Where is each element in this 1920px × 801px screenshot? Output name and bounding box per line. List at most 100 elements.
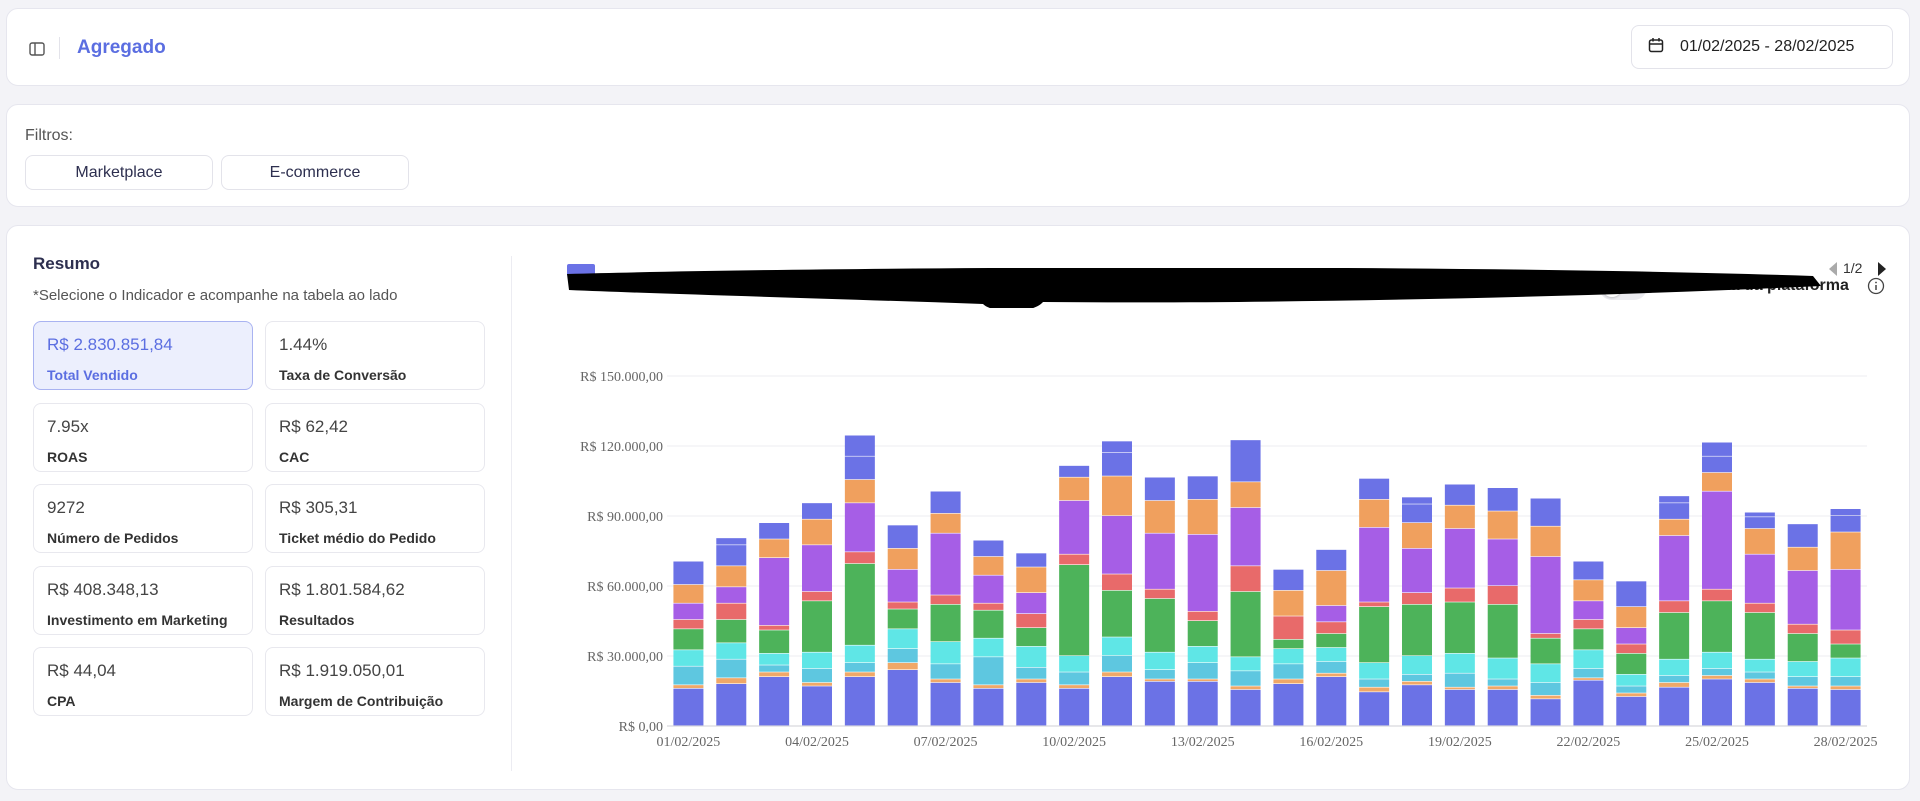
bar-segment [1787,570,1818,624]
bar-segment [930,642,961,664]
sidebar-toggle-icon[interactable] [27,39,47,59]
bar-segment [802,652,832,669]
kpi-cac[interactable]: R$ 62,42 CAC [265,403,485,472]
x-tick-label: 07/02/2025 [914,735,978,750]
bar-segment [1102,516,1132,574]
bar-segment [1530,664,1561,683]
kpi-total-vendido[interactable]: R$ 2.830.851,84 Total Vendido [33,321,253,390]
kpi-investimento-marketing[interactable]: R$ 408.348,13 Investimento em Marketing [33,566,253,635]
bar-segment [887,548,918,570]
bar-segment [1702,601,1732,652]
kpi-roas[interactable]: 7.95x ROAS [33,403,253,472]
bar-segment [1102,476,1132,516]
kpi-ticket-medio[interactable]: R$ 305,31 Ticket médio do Pedido [265,484,485,553]
kpi-value: 9272 [47,498,85,517]
bar-segment [973,575,1004,603]
bar-segment [759,672,790,677]
bar-segment [1059,477,1090,501]
bar-segment [1787,688,1818,726]
bar-segment [1230,686,1261,690]
bar-segment [1573,580,1604,601]
bar-segment [802,545,832,592]
kpi-cpa[interactable]: R$ 44,04 CPA [33,647,253,716]
x-tick-label: 10/02/2025 [1042,735,1106,750]
legend-marker [567,264,595,276]
kpi-resultados[interactable]: R$ 1.801.584,62 Resultados [265,566,485,635]
bar-segment [1444,588,1475,602]
bar-segment [1187,611,1218,621]
bar-segment [1402,504,1432,523]
bar-segment [844,672,875,677]
bar-segment [1316,677,1347,726]
bar-segment [844,479,875,503]
kpi-margem-contribuicao[interactable]: R$ 1.919.050,01 Margem de Contribuição [265,647,485,716]
bar-segment [1616,696,1647,726]
filter-chip-marketplace[interactable]: Marketplace [25,155,213,190]
bar-segment [1230,657,1261,671]
bar-segment [759,653,790,665]
legend-prev-icon[interactable] [1827,261,1839,277]
info-icon[interactable] [1867,277,1885,295]
kpi-value: R$ 44,04 [47,661,116,680]
bar-segment [1444,689,1475,726]
bar-segment [1359,692,1390,726]
bar-segment [673,603,704,620]
bar-segment [1187,646,1218,663]
y-tick-label: R$ 0,00 [619,720,663,735]
bar-segment [1702,675,1732,679]
bar-segment [1316,661,1347,673]
bar-segment [1702,491,1732,589]
bar-segment [1059,688,1090,726]
bar-segment [673,561,704,585]
bar-segment [1659,675,1690,683]
bar-segment [844,563,875,645]
bar-segment [1616,674,1647,686]
kpi-label: Resultados [279,612,355,628]
kpi-taxa-conversao[interactable]: 1.44% Taxa de Conversão [265,321,485,390]
bar-segment [1487,539,1518,586]
bar-segment [1573,668,1604,678]
bar-segment [1059,672,1090,685]
kpi-numero-pedidos[interactable]: 9272 Número de Pedidos [33,484,253,553]
bar-segment [759,630,790,654]
resumo-subtitle: *Selecione o Indicador e acompanhe na ta… [33,287,398,304]
bar-segment [930,682,961,726]
bar-segment [802,686,832,726]
bar-segment [1787,624,1818,634]
bar-segment [1487,488,1518,511]
bar-segment [887,609,918,629]
kpi-value: R$ 408.348,13 [47,580,159,599]
bar-segment [1144,533,1175,589]
filter-chip-ecommerce[interactable]: E-commerce [221,155,409,190]
bar-segment [673,685,704,689]
bar-segment [1402,548,1432,593]
bar-segment [1359,478,1390,500]
bar-segment [1359,607,1390,663]
bar-segment [1273,684,1304,726]
bar-segment [1787,686,1818,689]
bar-segment [1616,607,1647,628]
filters-panel: Filtros: Marketplace E-commerce [6,104,1910,207]
date-range-picker[interactable]: 01/02/2025 - 28/02/2025 [1631,25,1893,69]
x-tick-label: 28/02/2025 [1814,735,1878,750]
bar-segment [1530,682,1561,696]
bar-segment [1830,677,1861,686]
bar-segment [1359,679,1390,687]
bar-segment [1359,527,1390,602]
bar-segment [1659,601,1690,613]
bar-segment [716,603,747,620]
bar-segment [716,587,747,603]
x-tick-label: 25/02/2025 [1685,735,1749,750]
bar-segment [759,625,790,630]
bar-segment [673,688,704,726]
bar-segment [1830,686,1861,690]
bar-segment [1444,484,1475,505]
bar-segment [1702,456,1732,473]
bar-segment [1702,679,1732,726]
bar-segment [1230,482,1261,508]
bar-segment [673,619,704,629]
bar-segment [1016,679,1047,683]
kpi-value: R$ 305,31 [279,498,358,517]
legend-next-icon[interactable] [1876,261,1888,277]
bar-segment [1402,523,1432,549]
